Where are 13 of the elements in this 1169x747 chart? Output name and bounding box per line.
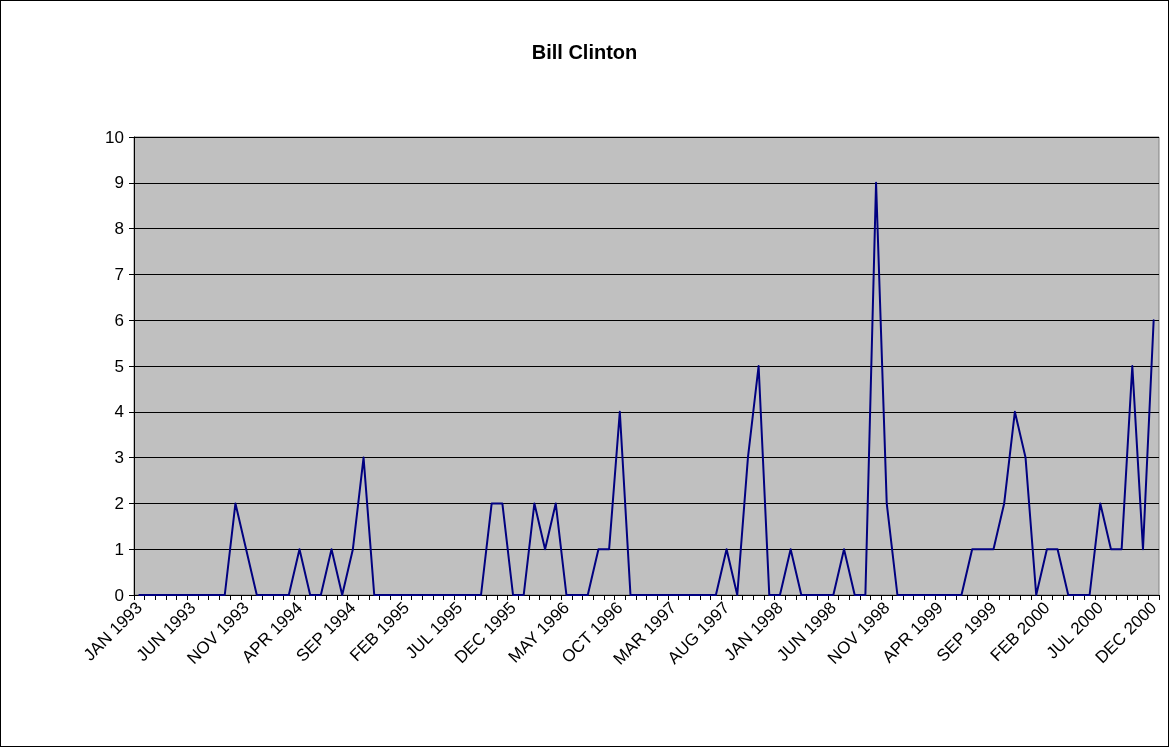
y-tick-label: 4 [114, 402, 124, 422]
y-tick-label: 10 [105, 127, 124, 147]
y-tick-label: 7 [114, 264, 124, 284]
chart-title: Bill Clinton [531, 41, 638, 63]
y-tick-label: 0 [114, 585, 124, 605]
y-tick-label: 1 [114, 539, 124, 559]
y-tick-label: 8 [114, 219, 124, 239]
y-tick-label: 5 [114, 356, 124, 376]
y-tick-label: 3 [114, 448, 124, 468]
y-tick-label: 2 [114, 493, 124, 513]
y-tick-label: 6 [114, 310, 124, 330]
line-series [138, 181, 1155, 596]
y-tick-label: 9 [114, 173, 124, 193]
